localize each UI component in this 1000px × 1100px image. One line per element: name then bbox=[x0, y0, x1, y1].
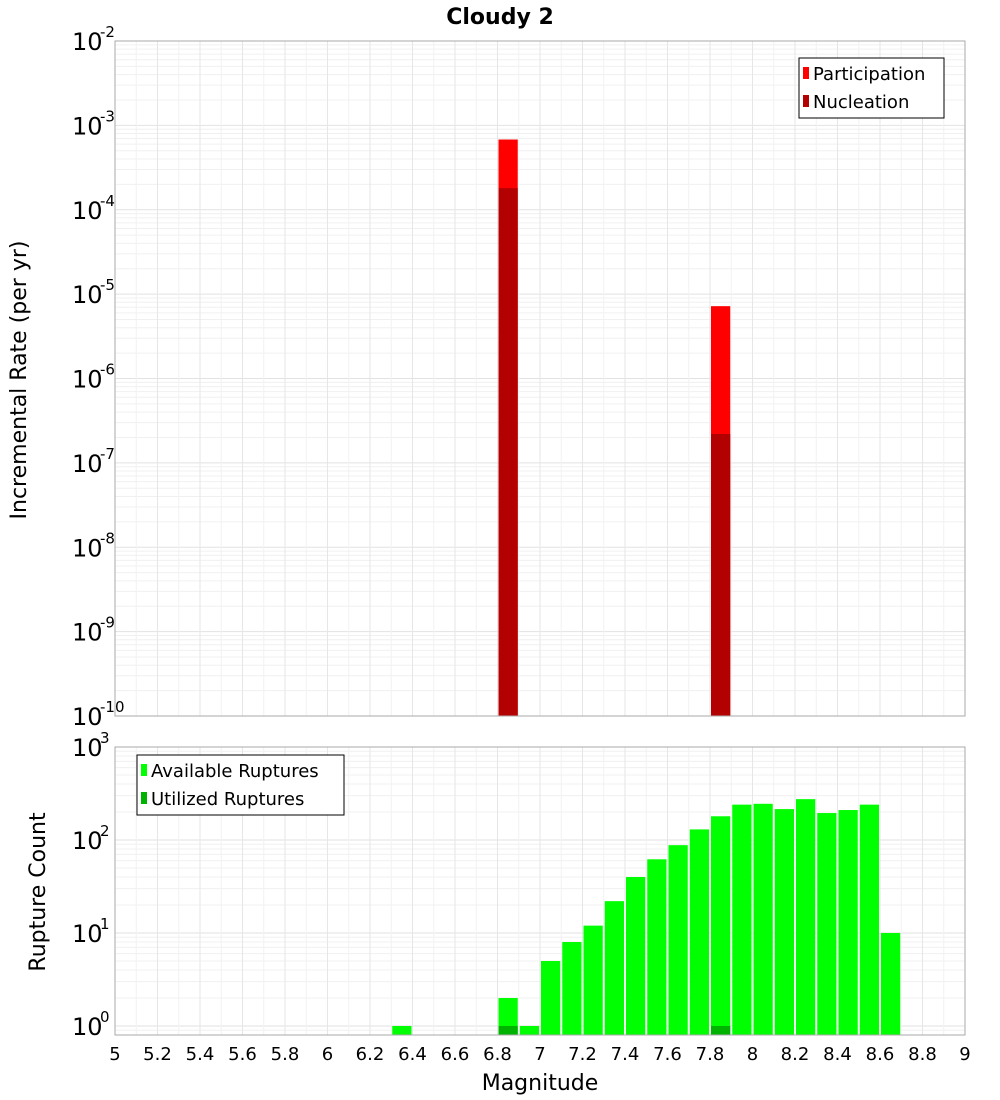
x-tick-label: 6.8 bbox=[483, 1044, 512, 1065]
bar-available-ruptures bbox=[838, 810, 858, 1035]
bar-utilized-ruptures bbox=[498, 1025, 518, 1035]
bar-nucleation bbox=[498, 188, 518, 717]
y-tick-exponent: 2 bbox=[100, 822, 110, 840]
x-tick-label: 5 bbox=[109, 1044, 120, 1065]
bar-available-ruptures bbox=[859, 804, 879, 1035]
legend-label: Utilized Ruptures bbox=[151, 789, 304, 810]
x-tick-label: 6.4 bbox=[398, 1044, 427, 1065]
y-tick-label: 10 bbox=[72, 619, 103, 647]
bar-available-ruptures bbox=[817, 813, 837, 1035]
legend-label: Available Ruptures bbox=[151, 761, 319, 782]
x-tick-label: 8.2 bbox=[781, 1044, 810, 1065]
bar-available-ruptures bbox=[562, 942, 582, 1035]
y-tick-label: 10 bbox=[72, 734, 103, 762]
y-tick-exponent: 3 bbox=[100, 729, 110, 747]
y-axis-label-rate: Incremental Rate (per yr) bbox=[7, 241, 32, 520]
bar-available-ruptures bbox=[668, 845, 688, 1035]
x-tick-label: 8.8 bbox=[908, 1044, 937, 1065]
bar-available-ruptures bbox=[881, 932, 901, 1035]
y-tick-exponent: -8 bbox=[100, 529, 115, 547]
y-tick-exponent: -3 bbox=[100, 107, 115, 125]
bar-nucleation bbox=[711, 433, 731, 716]
y-tick-label: 10 bbox=[72, 827, 103, 855]
y-tick-exponent: -5 bbox=[100, 276, 115, 294]
y-tick-label: 10 bbox=[72, 920, 103, 948]
y-tick-label: 10 bbox=[72, 112, 103, 140]
x-tick-label: 6.6 bbox=[441, 1044, 470, 1065]
x-tick-label: 7.2 bbox=[568, 1044, 597, 1065]
bar-available-ruptures bbox=[711, 816, 731, 1035]
x-tick-label: 5.6 bbox=[228, 1044, 257, 1065]
x-tick-label: 8.4 bbox=[823, 1044, 852, 1065]
x-tick-label: 6 bbox=[322, 1044, 333, 1065]
bar-available-ruptures bbox=[498, 997, 518, 1035]
x-tick-label: 5.2 bbox=[143, 1044, 172, 1065]
y-tick-exponent: -2 bbox=[100, 23, 115, 41]
legend-swatch bbox=[141, 792, 147, 804]
y-tick-exponent: -7 bbox=[100, 445, 115, 463]
x-tick-label: 8.6 bbox=[866, 1044, 895, 1065]
y-tick-label: 10 bbox=[72, 703, 103, 731]
y-tick-exponent: 1 bbox=[100, 915, 110, 933]
bar-available-ruptures bbox=[583, 925, 603, 1035]
x-tick-label: 7 bbox=[534, 1044, 545, 1065]
x-tick-label: 5.8 bbox=[271, 1044, 300, 1065]
legend-box bbox=[798, 57, 945, 119]
bar-utilized-ruptures bbox=[711, 1025, 731, 1035]
x-axis: 5 5.2 5.4 5.6 5.8 6 6.2 6.4 6.6 6.8 7 7.2 7.4 7.6 7.8 8… bbox=[109, 1044, 970, 1065]
bar-available-ruptures bbox=[541, 960, 561, 1035]
x-tick-label: 6.2 bbox=[356, 1044, 385, 1065]
y-tick-exponent: -10 bbox=[100, 698, 125, 716]
y-axis-label-count: Rupture Count bbox=[26, 812, 51, 972]
bar-available-ruptures bbox=[796, 799, 816, 1035]
y-tick-exponent: 0 bbox=[100, 1008, 110, 1026]
x-tick-label: 8 bbox=[747, 1044, 758, 1065]
bar-available-ruptures bbox=[732, 804, 752, 1035]
plot-frame bbox=[114, 746, 966, 1036]
bar-available-ruptures bbox=[604, 901, 624, 1035]
legend-swatch bbox=[141, 764, 147, 776]
y-tick-exponent: -9 bbox=[100, 614, 115, 632]
x-tick-label: 9 bbox=[959, 1044, 970, 1065]
bar-available-ruptures bbox=[689, 829, 709, 1035]
chart-title: Cloudy 2 bbox=[446, 5, 554, 30]
rate-panel: 10-1010-910-810-710-610-510-410-310-2Par… bbox=[72, 23, 966, 731]
y-tick-label: 10 bbox=[72, 534, 103, 562]
y-tick-exponent: -4 bbox=[100, 192, 115, 210]
legend-label: Participation bbox=[813, 64, 925, 85]
y-tick-label: 10 bbox=[72, 28, 103, 56]
x-tick-label: 7.6 bbox=[653, 1044, 682, 1065]
legend-swatch bbox=[803, 67, 809, 79]
bar-available-ruptures bbox=[519, 1025, 539, 1035]
bar-available-ruptures bbox=[392, 1025, 412, 1035]
bar-available-ruptures bbox=[647, 859, 667, 1035]
y-tick-label: 10 bbox=[72, 197, 103, 225]
bar-available-ruptures bbox=[753, 803, 773, 1035]
y-tick-exponent: -6 bbox=[100, 361, 115, 379]
legend-swatch bbox=[803, 95, 809, 107]
y-tick-label: 10 bbox=[72, 366, 103, 394]
y-tick-label: 10 bbox=[72, 281, 103, 309]
bar-available-ruptures bbox=[774, 809, 794, 1035]
y-tick-label: 10 bbox=[72, 1013, 103, 1041]
plot-frame bbox=[114, 40, 966, 717]
legend-box bbox=[136, 754, 345, 816]
x-tick-label: 7.4 bbox=[611, 1044, 640, 1065]
x-axis-label: Magnitude bbox=[482, 1071, 599, 1096]
x-tick-label: 5.4 bbox=[186, 1044, 215, 1065]
y-tick-label: 10 bbox=[72, 450, 103, 478]
bar-available-ruptures bbox=[626, 877, 646, 1035]
legend-label: Nucleation bbox=[813, 92, 909, 113]
x-tick-label: 7.8 bbox=[696, 1044, 725, 1065]
